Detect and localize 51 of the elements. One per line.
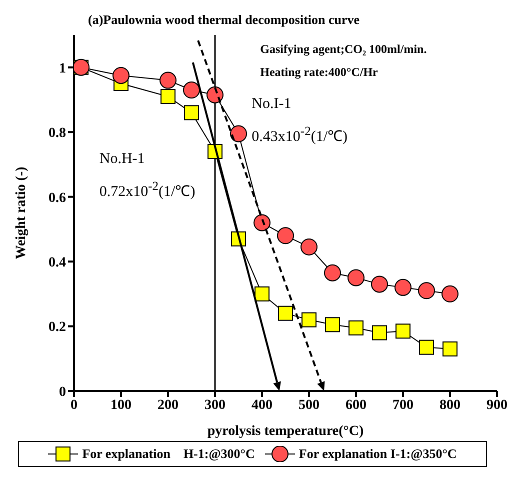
point: [324, 264, 341, 282]
y-tick-label: 0.2: [48, 320, 66, 336]
point: [183, 82, 200, 99]
point: [394, 278, 412, 296]
point: [419, 340, 434, 355]
y-tick-label: 0.6: [48, 190, 66, 206]
point: [348, 269, 364, 286]
point: [442, 341, 458, 356]
x-tick-label: 200: [158, 398, 178, 413]
x-axis-title: pyrolysis temperature(°C): [207, 424, 364, 439]
x-tick-label: 100: [110, 398, 132, 413]
x-tick-label: 300: [204, 398, 226, 413]
x-tick-label: 400: [252, 398, 272, 413]
point: [300, 238, 318, 256]
y-tick-label: 1: [59, 61, 66, 76]
annotation: Heating rate:400°C/Hr: [260, 65, 378, 80]
chart-title: (a)Paulownia wood thermal decomposition curve: [88, 12, 360, 28]
point: [418, 282, 435, 300]
point: [277, 227, 294, 244]
y-tick-label: 0.8: [48, 126, 66, 142]
point: [254, 214, 270, 232]
point: [396, 324, 410, 339]
point: [160, 88, 176, 104]
annotation: 0.72x10$^{-2}$(1/℃): [99, 179, 196, 202]
point: [230, 125, 247, 142]
point: [184, 105, 199, 120]
y-tick-label: 0.4: [48, 256, 66, 271]
point: [371, 276, 388, 293]
point: [254, 286, 270, 302]
y-axis-title: Weight ratio (-): [14, 166, 29, 260]
point: [302, 312, 316, 328]
x-tick-label: 500: [298, 398, 320, 413]
point: [348, 320, 364, 336]
x-tick-label: 800: [440, 398, 460, 413]
legend-label: For explanation I-1:@350°C: [298, 445, 457, 463]
point: [325, 317, 340, 332]
annotation: Gasifying agent;CO₂ 100ml/min.: [260, 42, 427, 58]
legend-label: For explanation H-1:@300°C: [81, 445, 255, 463]
point: [278, 306, 293, 321]
point: [442, 285, 458, 302]
y-tick-label: 0: [59, 384, 66, 400]
x-tick-label: 600: [346, 398, 366, 413]
point: [372, 325, 387, 340]
annotation: No.H-1: [99, 150, 145, 168]
x-tick-label: 900: [486, 398, 508, 413]
x-tick-label: 700: [392, 398, 414, 413]
annotation: No.I-1: [252, 96, 292, 113]
x-tick-label: 0: [70, 398, 78, 413]
point: [112, 66, 130, 84]
point: [160, 72, 176, 89]
annotation: 0.43x10$^{-2}$(1/℃): [252, 124, 348, 146]
